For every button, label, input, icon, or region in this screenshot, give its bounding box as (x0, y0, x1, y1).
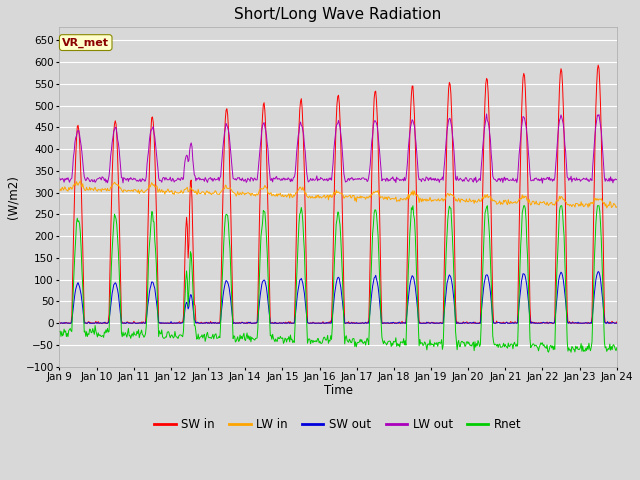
Text: VR_met: VR_met (62, 37, 109, 48)
Title: Short/Long Wave Radiation: Short/Long Wave Radiation (234, 7, 442, 22)
X-axis label: Time: Time (324, 384, 353, 396)
Legend: SW in, LW in, SW out, LW out, Rnet: SW in, LW in, SW out, LW out, Rnet (150, 413, 527, 436)
Y-axis label: (W/m2): (W/m2) (7, 175, 20, 219)
